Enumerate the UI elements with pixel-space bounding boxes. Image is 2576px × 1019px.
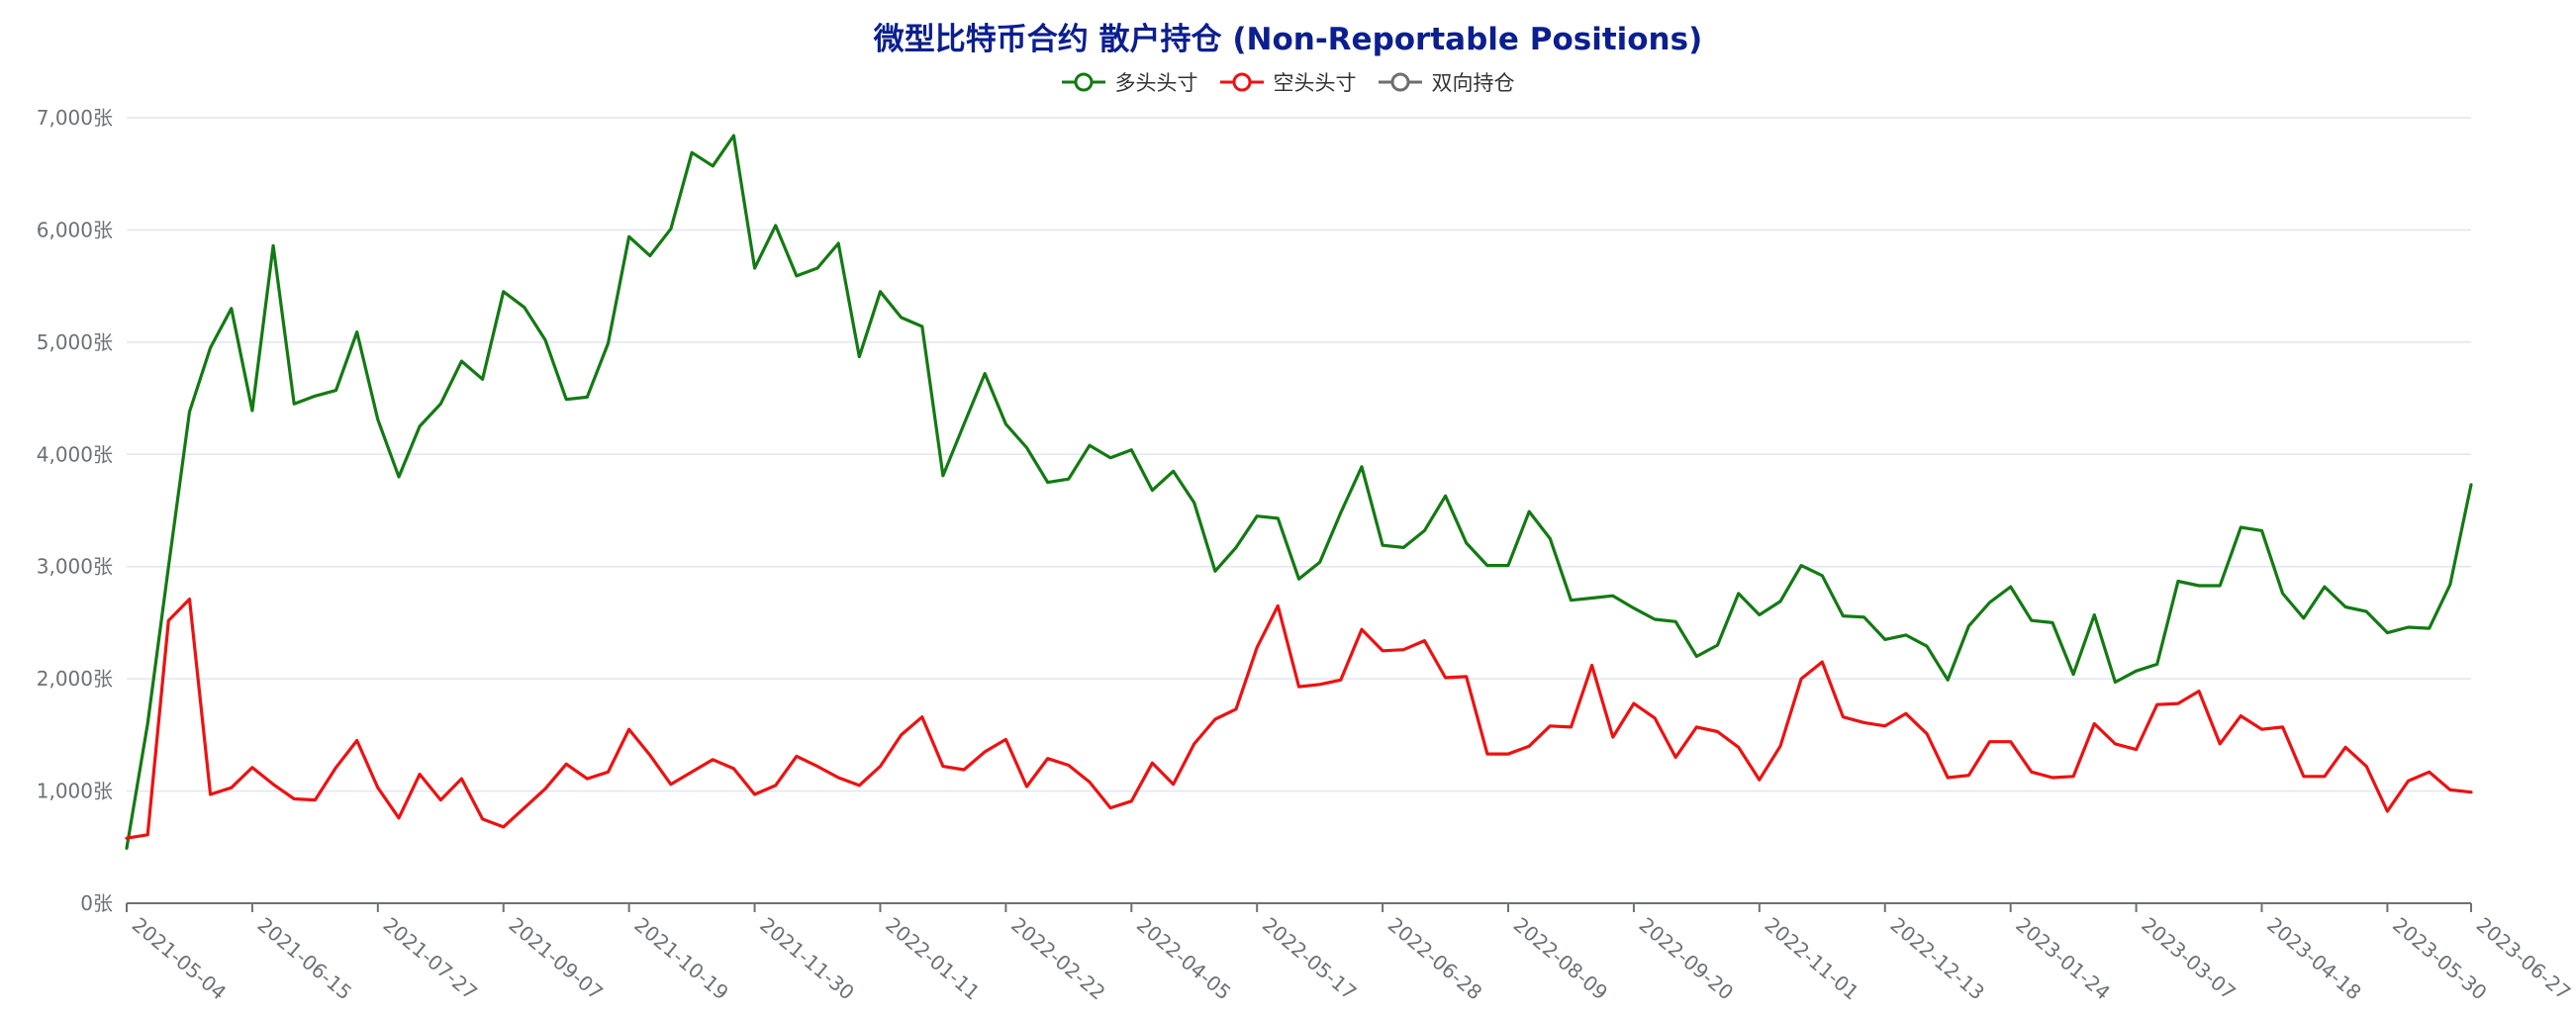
x-tick-label: 2022-08-09 [1509, 912, 1612, 1004]
x-tick-label: 2023-04-18 [2262, 912, 2365, 1004]
legend-spread-circle [1390, 72, 1409, 92]
legend: 多头头寸 空头头寸 双向持仓 [0, 67, 2576, 97]
x-tick-label: 2022-01-11 [881, 912, 984, 1004]
y-tick-label: 5,000张 [37, 330, 113, 354]
legend-short-circle [1232, 72, 1251, 92]
series-line-0 [125, 134, 2473, 851]
legend-spread-swatch-icon [1378, 72, 1422, 92]
x-tick-label: 2022-04-05 [1132, 912, 1235, 1004]
x-tick-label: 2023-01-24 [2011, 912, 2114, 1004]
x-tick-label: 2022-05-17 [1258, 912, 1361, 1004]
y-tick-label: 7,000张 [37, 106, 113, 130]
y-tick-label: 4,000张 [37, 442, 113, 466]
x-tick-label: 2022-02-22 [1006, 912, 1109, 1004]
y-tick-label: 0张 [80, 891, 113, 915]
legend-long-label: 多头头寸 [1114, 71, 1198, 95]
x-tick-label: 2022-12-13 [1886, 912, 1989, 1004]
legend-long-circle [1074, 72, 1093, 92]
legend-item-long[interactable]: 多头头寸 [1061, 67, 1198, 97]
x-tick-label: 2021-05-04 [128, 912, 231, 1004]
x-tick-label: 2021-06-15 [253, 912, 356, 1004]
legend-item-spread[interactable]: 双向持仓 [1378, 67, 1515, 97]
x-tick-label: 2021-10-19 [629, 912, 732, 1004]
y-tick-label: 6,000张 [37, 218, 113, 241]
legend-short-swatch-icon [1219, 72, 1264, 92]
x-tick-label: 2022-09-20 [1635, 912, 1738, 1004]
y-tick-label: 1,000张 [37, 780, 113, 803]
legend-spread-label: 双向持仓 [1431, 71, 1515, 95]
x-tick-label: 2022-11-01 [1761, 912, 1863, 1004]
legend-item-short[interactable]: 空头头寸 [1219, 67, 1357, 97]
legend-short-label: 空头头寸 [1273, 71, 1357, 95]
x-tick-label: 2021-11-30 [755, 912, 858, 1004]
series-line-1 [125, 597, 2473, 840]
x-tick-label: 2022-06-28 [1383, 912, 1486, 1004]
x-tick-label: 2021-07-27 [379, 912, 482, 1004]
y-tick-label: 3,000张 [37, 555, 113, 579]
x-tick-label: 2023-03-07 [2137, 912, 2240, 1004]
y-tick-label: 2,000张 [37, 667, 113, 691]
legend-long-swatch-icon [1061, 72, 1105, 92]
chart-title: 微型比特币合约 散户持仓 (Non-Reportable Positions) [873, 22, 1703, 57]
x-tick-label: 2021-09-07 [505, 912, 608, 1004]
